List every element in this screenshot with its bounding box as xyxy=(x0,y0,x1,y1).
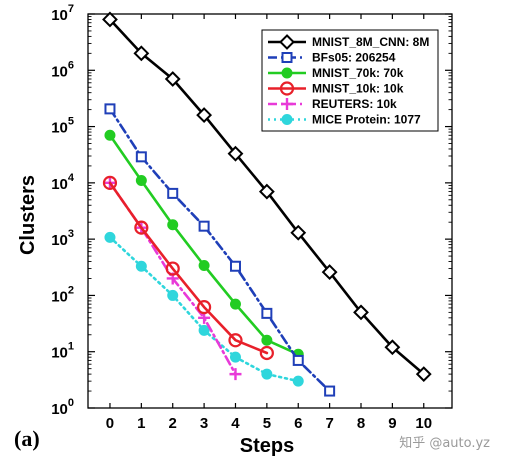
x-tick-label: 0 xyxy=(106,415,114,432)
data-point xyxy=(167,187,179,199)
data-point xyxy=(415,366,432,383)
y-tick-label: 100 xyxy=(51,397,74,418)
data-point xyxy=(292,354,304,366)
y-tick-label: 103 xyxy=(51,228,74,249)
data-point xyxy=(198,260,210,272)
x-tick-label: 6 xyxy=(294,415,302,432)
legend-label: MNIST_70k: 70k xyxy=(312,66,404,80)
series-line xyxy=(108,107,331,393)
series-reuters xyxy=(103,176,242,381)
series-mnist-8m-cnn xyxy=(102,11,432,383)
data-point xyxy=(135,151,147,163)
series-mice-protein xyxy=(104,231,304,387)
data-point xyxy=(261,368,273,380)
data-point xyxy=(198,220,210,232)
plot-frame xyxy=(87,13,453,409)
data-point xyxy=(228,333,243,348)
data-point xyxy=(135,260,147,272)
data-point xyxy=(164,71,181,87)
y-tick-label: 107 xyxy=(51,3,74,24)
data-point xyxy=(290,224,307,241)
legend-label: MNIST_10k: 10k xyxy=(312,82,404,96)
y-tick-label: 105 xyxy=(51,116,74,137)
watermark: 知乎 @auto.yz xyxy=(399,435,490,451)
data-point xyxy=(198,324,210,336)
x-tick-label: 10 xyxy=(415,415,432,432)
data-point xyxy=(104,129,116,141)
x-tick-label: 2 xyxy=(169,415,177,432)
legend-marker xyxy=(281,52,293,63)
data-point xyxy=(165,261,180,276)
data-point xyxy=(167,289,179,301)
data-point xyxy=(133,45,150,62)
legend-label: MICE Protein: 1077 xyxy=(312,113,421,127)
data-point xyxy=(292,375,304,387)
x-tick-label: 5 xyxy=(263,415,271,432)
data-point xyxy=(259,345,274,361)
x-tick-label: 4 xyxy=(231,415,240,432)
data-point xyxy=(229,351,241,363)
data-point xyxy=(196,107,213,123)
data-point xyxy=(229,368,242,381)
data-point xyxy=(324,385,336,397)
data-point xyxy=(258,183,275,200)
x-axis-title: Steps xyxy=(240,435,294,457)
data-point xyxy=(102,175,118,190)
data-point xyxy=(102,11,118,28)
x-tick-label: 3 xyxy=(200,415,208,432)
legend-marker xyxy=(281,67,293,79)
data-point xyxy=(261,334,273,346)
y-axis-title: Clusters xyxy=(17,175,39,255)
data-point xyxy=(104,103,116,115)
y-tick-label: 106 xyxy=(51,59,74,80)
y-tick-label: 102 xyxy=(51,284,74,305)
data-point xyxy=(197,300,212,315)
legend-marker xyxy=(279,81,295,96)
x-tick-label: 8 xyxy=(357,415,365,432)
series-bfs05 xyxy=(104,103,336,397)
data-point xyxy=(167,219,179,231)
x-tick-label: 9 xyxy=(388,415,396,432)
data-point xyxy=(229,298,241,310)
data-point xyxy=(134,220,149,235)
legend-label: MNIST_8M_CNN: 8M xyxy=(312,35,429,49)
data-point xyxy=(384,339,401,356)
legend: MNIST_8M_CNN: 8M BFs05: 206254MNIST_70k: … xyxy=(261,29,439,132)
panel-label: (a) xyxy=(14,426,40,451)
series-mnist-70k xyxy=(104,129,304,360)
data-point xyxy=(261,307,273,319)
legend-label: BFs05: 206254 xyxy=(312,51,396,65)
data-point xyxy=(353,304,369,321)
x-tick-label: 7 xyxy=(325,415,333,432)
y-tick-label: 104 xyxy=(51,172,75,193)
y-tick-label: 101 xyxy=(51,341,74,362)
data-point xyxy=(104,231,116,243)
legend-box xyxy=(261,29,439,132)
x-tick-label: 1 xyxy=(137,415,145,432)
data-point xyxy=(229,260,241,272)
series-mnist-10k xyxy=(102,175,274,361)
legend-marker xyxy=(281,98,293,110)
legend-marker xyxy=(281,114,293,125)
legend-label: REUTERS: 10k xyxy=(312,97,397,111)
data-point xyxy=(227,145,244,162)
data-point xyxy=(135,175,147,187)
data-point xyxy=(321,264,338,280)
legend-marker xyxy=(279,34,295,50)
